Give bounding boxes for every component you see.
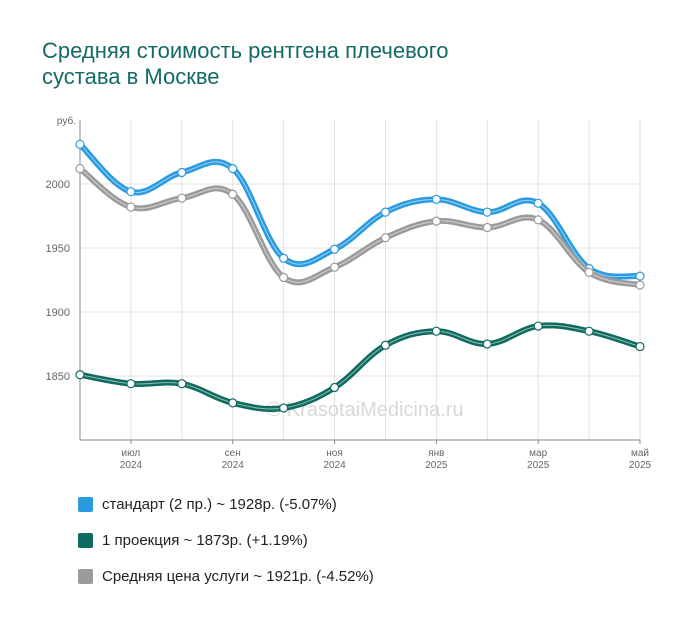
data-point [533,215,543,225]
data-point [177,379,187,389]
legend-label-one-projection: 1 проекция ~ 1873р. (+1.19%) [102,531,308,549]
legend-swatch-one-projection [78,532,93,548]
y-tick-label: 1900 [46,307,70,319]
x-tick-label-year: 2025 [629,460,652,471]
series-1 [75,164,645,290]
data-point [329,382,340,393]
chart-grid [79,120,641,444]
series-layer [75,139,645,413]
data-point [431,326,441,336]
x-tick-label-month: янв [428,448,444,459]
data-point [482,222,492,233]
x-tick-label-month: июл [122,448,141,459]
legend-item-standard[interactable]: стандарт (2 пр.) ~ 1928р. (-5.07%) [78,486,374,522]
x-tick-label-year: 2024 [222,460,245,471]
y-tick-label: 2000 [46,179,70,191]
data-point [482,339,492,349]
data-point [75,370,85,380]
series-line-2 [77,322,643,412]
x-tick-label-month: сен [225,448,241,459]
data-point [380,207,391,217]
legend-item-one-projection[interactable]: 1 проекция ~ 1873р. (+1.19%) [78,522,374,558]
data-point [177,167,187,178]
data-point [75,139,85,149]
data-point [380,233,391,243]
data-point [635,280,645,290]
y-axis-unit-label: руб. [57,115,76,127]
data-point [482,207,492,217]
series-2 [75,321,645,413]
data-point [279,253,289,263]
data-point [431,194,441,204]
y-tick-label: 1850 [46,371,70,383]
data-point [228,164,238,174]
y-tick-label: 1950 [46,243,70,255]
x-tick-label-year: 2024 [323,460,346,471]
x-tick-label-year: 2025 [425,460,448,471]
legend-label-standard: стандарт (2 пр.) ~ 1928р. (-5.07%) [102,495,337,513]
watermark: © KrasotaiMedicina.ru [266,399,463,421]
data-point [329,244,340,254]
x-tick-label-year: 2024 [120,460,143,471]
data-point [228,398,238,408]
data-point [329,262,340,272]
chart-title: Средняя стоимость рентгена плечевого сус… [42,38,602,90]
data-point [431,216,441,226]
data-point [228,189,238,199]
series-line-0 [77,141,643,280]
data-point [584,326,594,336]
data-point [177,193,187,203]
axis-labels: 1850190019502000руб.июл2024сен2024ноя202… [46,115,652,471]
legend-swatch-standard [78,496,93,512]
data-point [635,341,645,352]
data-point [635,271,645,281]
x-tick-label-year: 2025 [527,460,550,471]
series-0 [75,139,645,281]
series-line-highlight-0 [79,143,641,278]
x-tick-label-month: мар [529,448,547,459]
data-point [380,340,391,350]
data-point [533,198,543,208]
data-point [279,403,289,413]
x-tick-label-month: май [631,448,649,459]
data-point [126,187,136,197]
data-point [126,202,136,212]
data-point [126,379,136,389]
data-point [75,164,85,174]
legend-item-average[interactable]: Средняя цена услуги ~ 1921р. (-4.52%) [78,558,374,594]
chart-title-line-2: сустава в Москве [42,64,220,89]
data-point [279,272,289,283]
legend-swatch-average [78,568,93,584]
x-tick-label-month: ноя [326,448,343,459]
data-point [584,267,594,277]
chart-title-line-1: Средняя стоимость рентгена плечевого [42,38,449,63]
series-line-highlight-1 [79,168,641,286]
legend-label-average: Средняя цена услуги ~ 1921р. (-4.52%) [102,567,374,585]
data-point [533,321,543,331]
legend: стандарт (2 пр.) ~ 1928р. (-5.07%) 1 про… [78,486,374,594]
